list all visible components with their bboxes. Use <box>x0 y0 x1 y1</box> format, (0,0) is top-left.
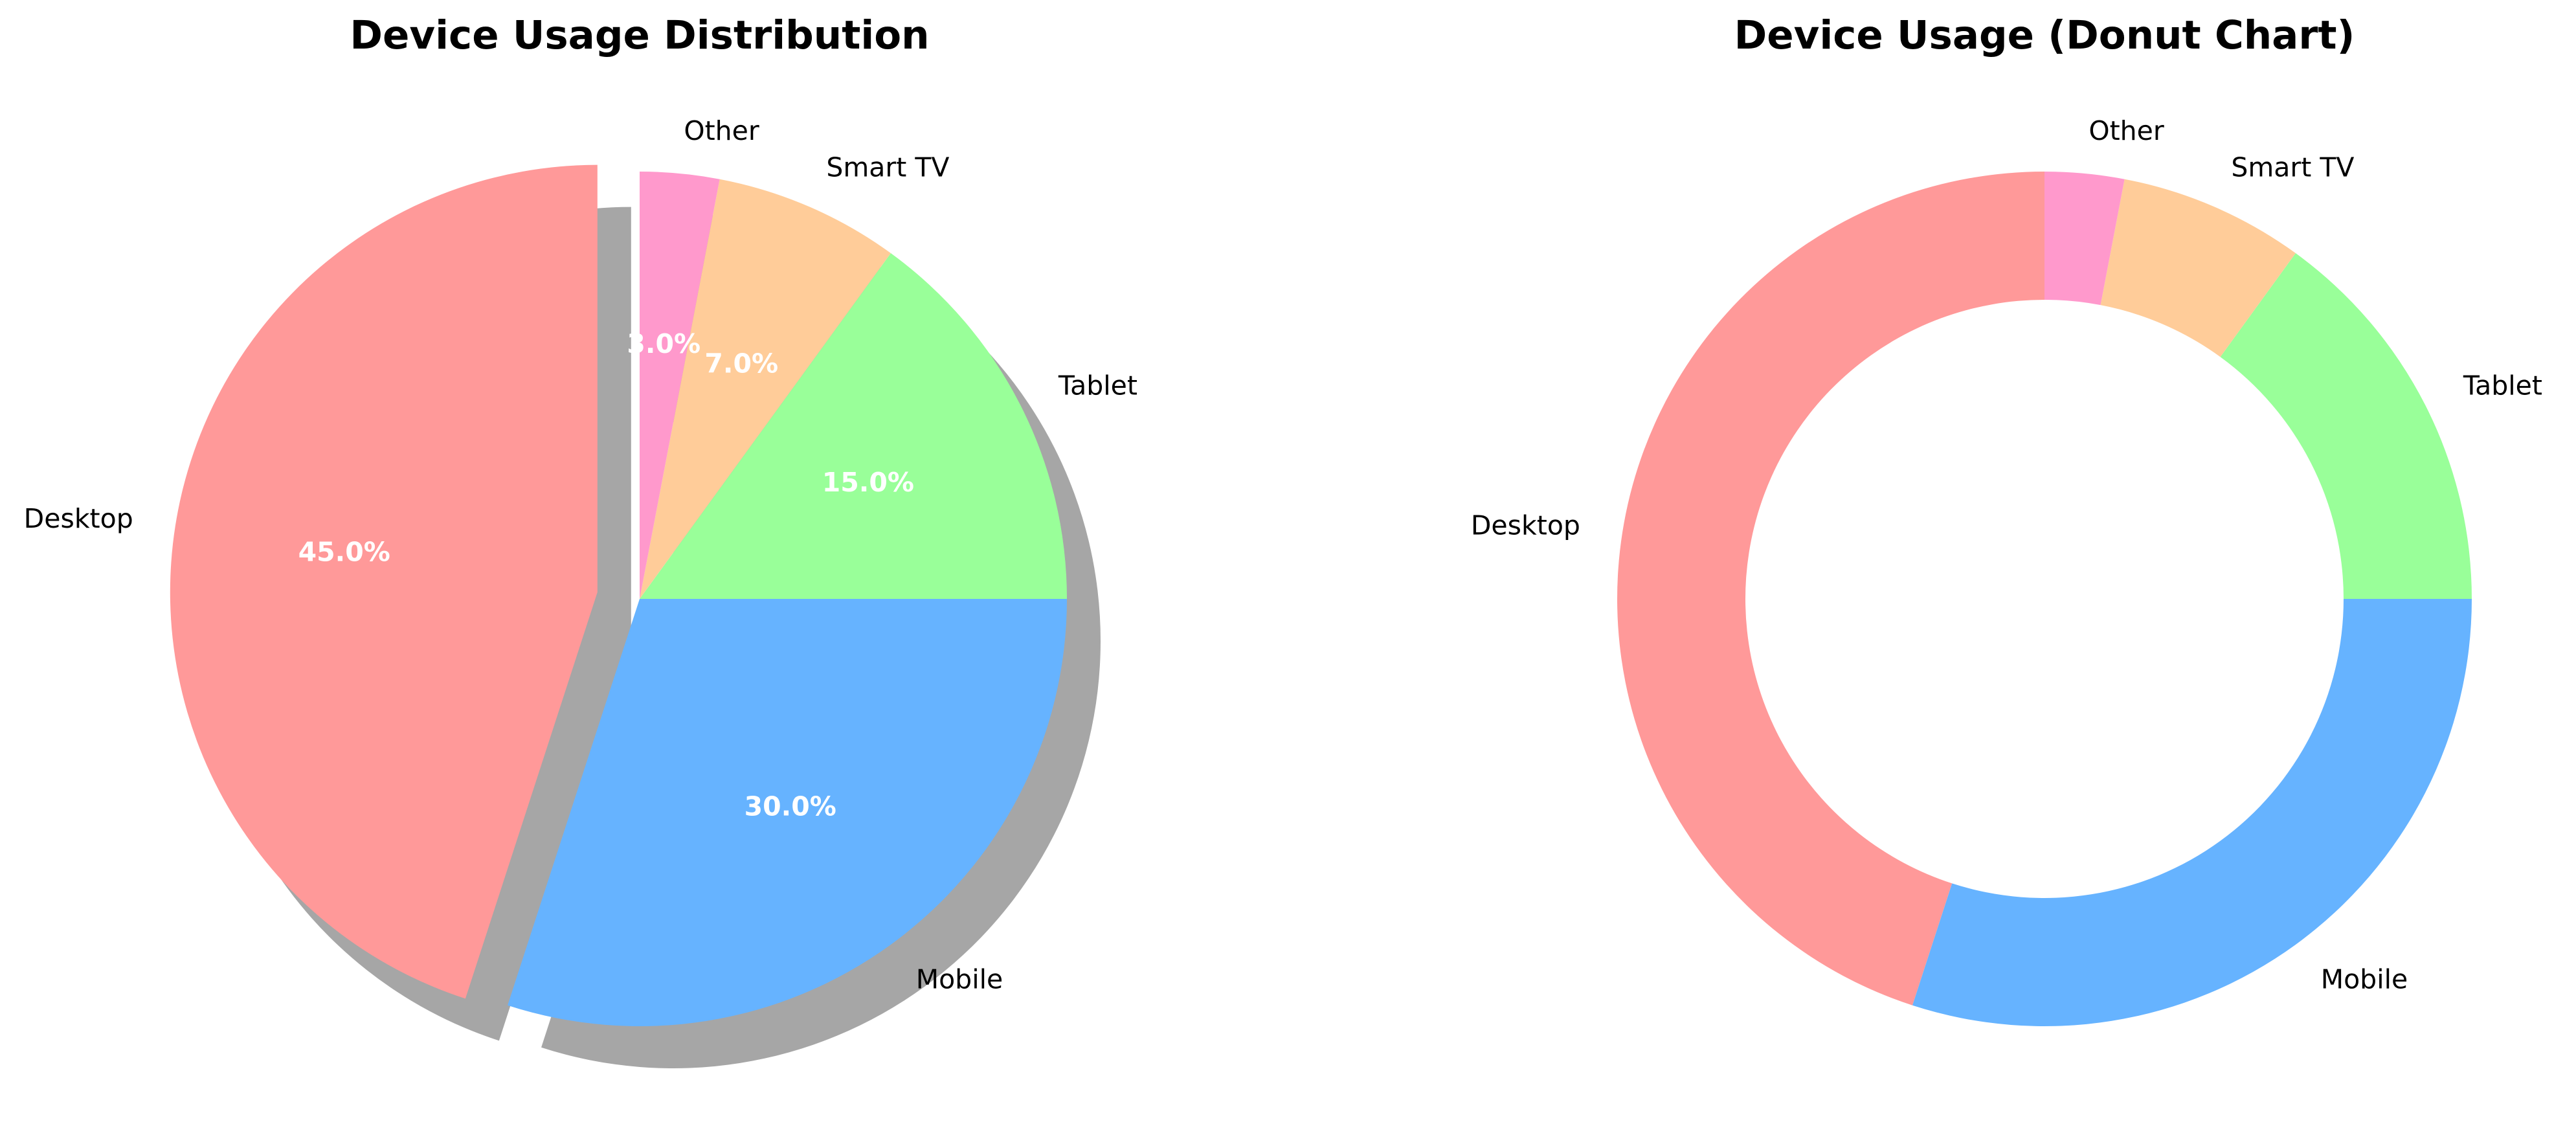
percent-label-desktop: 45.0% <box>298 537 390 568</box>
category-label-tablet: Tablet <box>2463 370 2542 401</box>
category-label-smart-tv: Smart TV <box>826 152 949 183</box>
pie-slices <box>170 164 1067 1026</box>
category-labels: Desktop Mobile Tablet Smart TV Other <box>24 115 1137 994</box>
percent-label-mobile: 30.0% <box>745 791 836 822</box>
percent-label-smart-tv: 7.0% <box>704 348 778 379</box>
donut-slice-desktop <box>1617 172 2044 1006</box>
category-label-other: Other <box>2089 115 2164 146</box>
category-label-mobile: Mobile <box>916 963 1003 994</box>
slice-tablet <box>640 253 1067 599</box>
donut-slice-smart-tv <box>2100 179 2296 357</box>
pie-chart-distribution: Device Usage Distribution Desktop Mobile T… <box>24 12 1137 1068</box>
category-labels: Desktop Mobile Tablet Smart TV Other <box>1471 115 2542 994</box>
slice-mobile <box>508 599 1067 1026</box>
donut-slice-tablet <box>2220 253 2472 599</box>
chart-title: Device Usage (Donut Chart) <box>1734 12 2355 58</box>
category-label-tablet: Tablet <box>1058 370 1137 401</box>
chart-title: Device Usage Distribution <box>350 12 929 58</box>
category-label-desktop: Desktop <box>24 503 133 534</box>
slice-desktop <box>170 164 598 999</box>
slice-smart-tv <box>640 179 891 599</box>
percent-label-other: 3.0% <box>627 328 700 359</box>
category-label-desktop: Desktop <box>1471 510 1580 541</box>
category-label-mobile: Mobile <box>2321 963 2408 994</box>
category-label-smart-tv: Smart TV <box>2231 152 2354 183</box>
percent-label-tablet: 15.0% <box>822 467 914 498</box>
donut-slices <box>1617 172 2472 1026</box>
slice-other <box>640 172 720 599</box>
donut-slice-mobile <box>1912 599 2472 1026</box>
donut-slice-other <box>2044 172 2125 306</box>
donut-chart: Device Usage (Donut Chart) Desktop Mobile… <box>1471 12 2542 1026</box>
category-label-other: Other <box>684 115 759 146</box>
percent-labels: 45.0% 30.0% 15.0% 7.0%3.0% <box>298 328 914 822</box>
